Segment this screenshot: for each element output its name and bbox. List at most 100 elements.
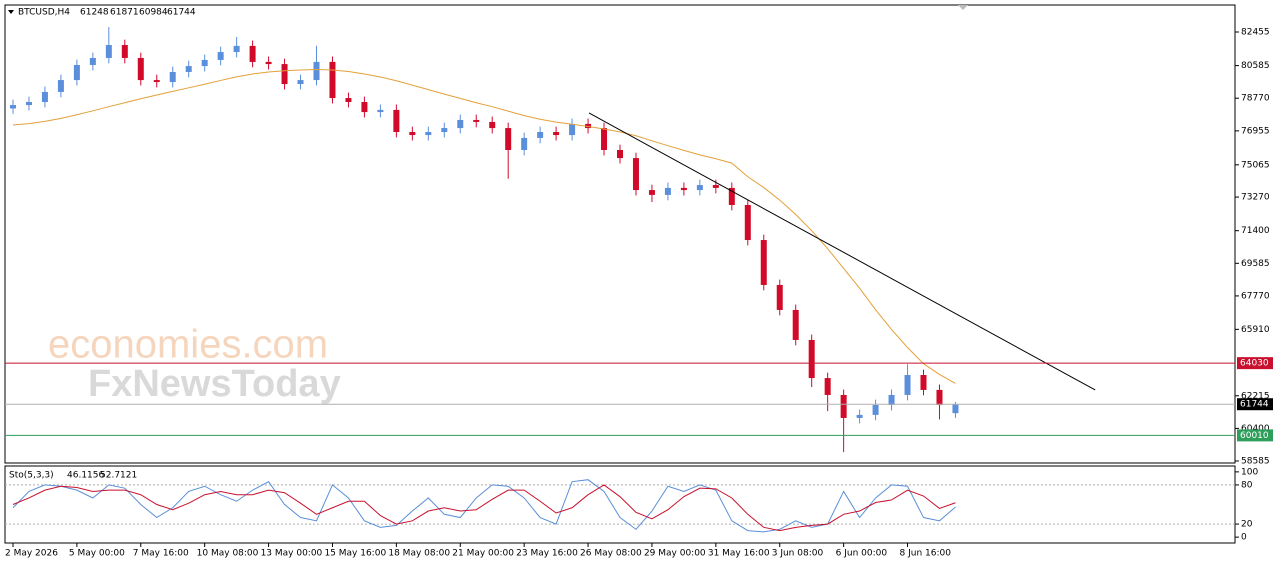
candle-body — [521, 137, 528, 150]
candle-body — [393, 109, 400, 133]
x-tick-label: 26 May 08:00 — [580, 549, 642, 559]
y-tick-label: 60400 — [1241, 424, 1270, 434]
candle-body — [169, 71, 176, 83]
candle-body — [728, 187, 735, 205]
watermark: economies.com — [48, 323, 328, 367]
oscillator-line — [12, 479, 956, 533]
candle-body — [25, 101, 32, 106]
candle-body — [89, 57, 96, 65]
candle-body — [744, 204, 751, 241]
y-tick-label: 80585 — [1241, 61, 1270, 71]
y-tick-label: 65910 — [1241, 325, 1270, 335]
x-tick-label: 31 May 16:00 — [708, 549, 770, 559]
x-tick-label: 15 May 16:00 — [324, 549, 386, 559]
x-tick-label: 5 May 00:00 — [69, 549, 125, 559]
candle-body — [760, 240, 767, 285]
candle-body — [792, 309, 799, 340]
candle-body — [361, 101, 368, 113]
x-tick-label: 13 May 00:00 — [261, 549, 323, 559]
candle-body — [712, 185, 719, 188]
oscillator-line — [12, 484, 956, 532]
candle-body — [537, 132, 544, 138]
trend-line — [588, 112, 1096, 391]
x-tick-label: 18 May 08:00 — [388, 549, 450, 559]
y-tick-label: 76955 — [1241, 126, 1270, 136]
oscillator-main: 46.1156 — [67, 471, 104, 481]
x-tick-label: 2 May 2026 — [5, 549, 58, 559]
menu-icon[interactable] — [8, 10, 14, 14]
x-tick-label: 29 May 00:00 — [644, 549, 706, 559]
candle-body — [872, 405, 879, 415]
candle-body — [808, 339, 815, 379]
candle-body — [824, 378, 831, 395]
symbol-title: BTCUSD,H4 — [18, 8, 70, 18]
candle-body — [680, 187, 687, 191]
oscillator-pane — [4, 465, 1236, 544]
y-tick-label: 71400 — [1241, 226, 1270, 236]
last-price-line-label-box — [1237, 398, 1273, 411]
y-tick-label: 67770 — [1241, 291, 1270, 301]
oscillator-signal: 52.7121 — [100, 471, 137, 481]
candle-body — [425, 132, 432, 136]
candle-body — [297, 80, 304, 85]
candle-body — [249, 45, 256, 62]
y-tick-label: 69585 — [1241, 259, 1270, 269]
y-tick-label: 78770 — [1241, 94, 1270, 104]
x-tick-label: 3 Jun 08:00 — [772, 549, 824, 559]
shift-marker — [958, 5, 968, 10]
candle-body — [696, 185, 703, 191]
candle-body — [345, 98, 352, 102]
candle-body — [904, 375, 911, 395]
level-line-label: 60010 — [1240, 431, 1269, 441]
candle-body — [217, 52, 224, 60]
y-tick-label: 20 — [1241, 520, 1253, 530]
header-open: 61248 — [80, 8, 109, 18]
candle-body — [153, 80, 160, 83]
y-tick-label: 73270 — [1241, 193, 1270, 203]
candle-body — [313, 61, 320, 81]
header-low: 60984 — [139, 8, 168, 18]
candle-body — [57, 80, 64, 92]
candle-body — [505, 128, 512, 150]
candle-body — [441, 128, 448, 133]
oscillator-title: Sto(5,3,3) — [9, 471, 54, 481]
y-tick-label: 62215 — [1241, 391, 1270, 401]
x-tick-label: 23 May 16:00 — [516, 549, 578, 559]
candle-body — [936, 389, 943, 406]
candle-body — [840, 394, 847, 418]
candle-body — [473, 119, 480, 122]
y-tick-label: 100 — [1241, 467, 1258, 477]
candle-body — [920, 375, 927, 390]
candle-body — [489, 121, 496, 129]
candle-body — [617, 149, 623, 159]
candle-body — [121, 45, 128, 58]
candle-body — [664, 187, 671, 195]
candle-body — [632, 158, 639, 191]
candle-body — [9, 105, 16, 109]
level-line-label: 64030 — [1240, 359, 1269, 369]
x-tick-label: 21 May 00:00 — [452, 549, 514, 559]
level-line-label-box — [1237, 429, 1273, 442]
watermark: FxNewsToday — [88, 363, 341, 405]
candle-body — [201, 59, 208, 67]
candle-body — [776, 284, 783, 310]
candle-body — [409, 132, 416, 136]
header-close: 61744 — [167, 8, 196, 18]
y-tick-label: 0 — [1241, 533, 1247, 543]
candle-body — [377, 109, 384, 113]
moving-average — [12, 68, 956, 384]
x-tick-label: 6 Jun 00:00 — [836, 549, 888, 559]
candle-body — [105, 45, 112, 58]
main-pane — [4, 4, 1236, 464]
candle-body — [553, 132, 560, 136]
candle-body — [73, 64, 80, 81]
candle-body — [569, 123, 576, 136]
candle-body — [457, 119, 464, 129]
candle-body — [137, 57, 144, 81]
candle-body — [601, 128, 608, 150]
candle-body — [41, 91, 48, 102]
candle-body — [281, 64, 288, 85]
candle-body — [265, 61, 272, 65]
y-tick-label: 75065 — [1241, 160, 1270, 170]
